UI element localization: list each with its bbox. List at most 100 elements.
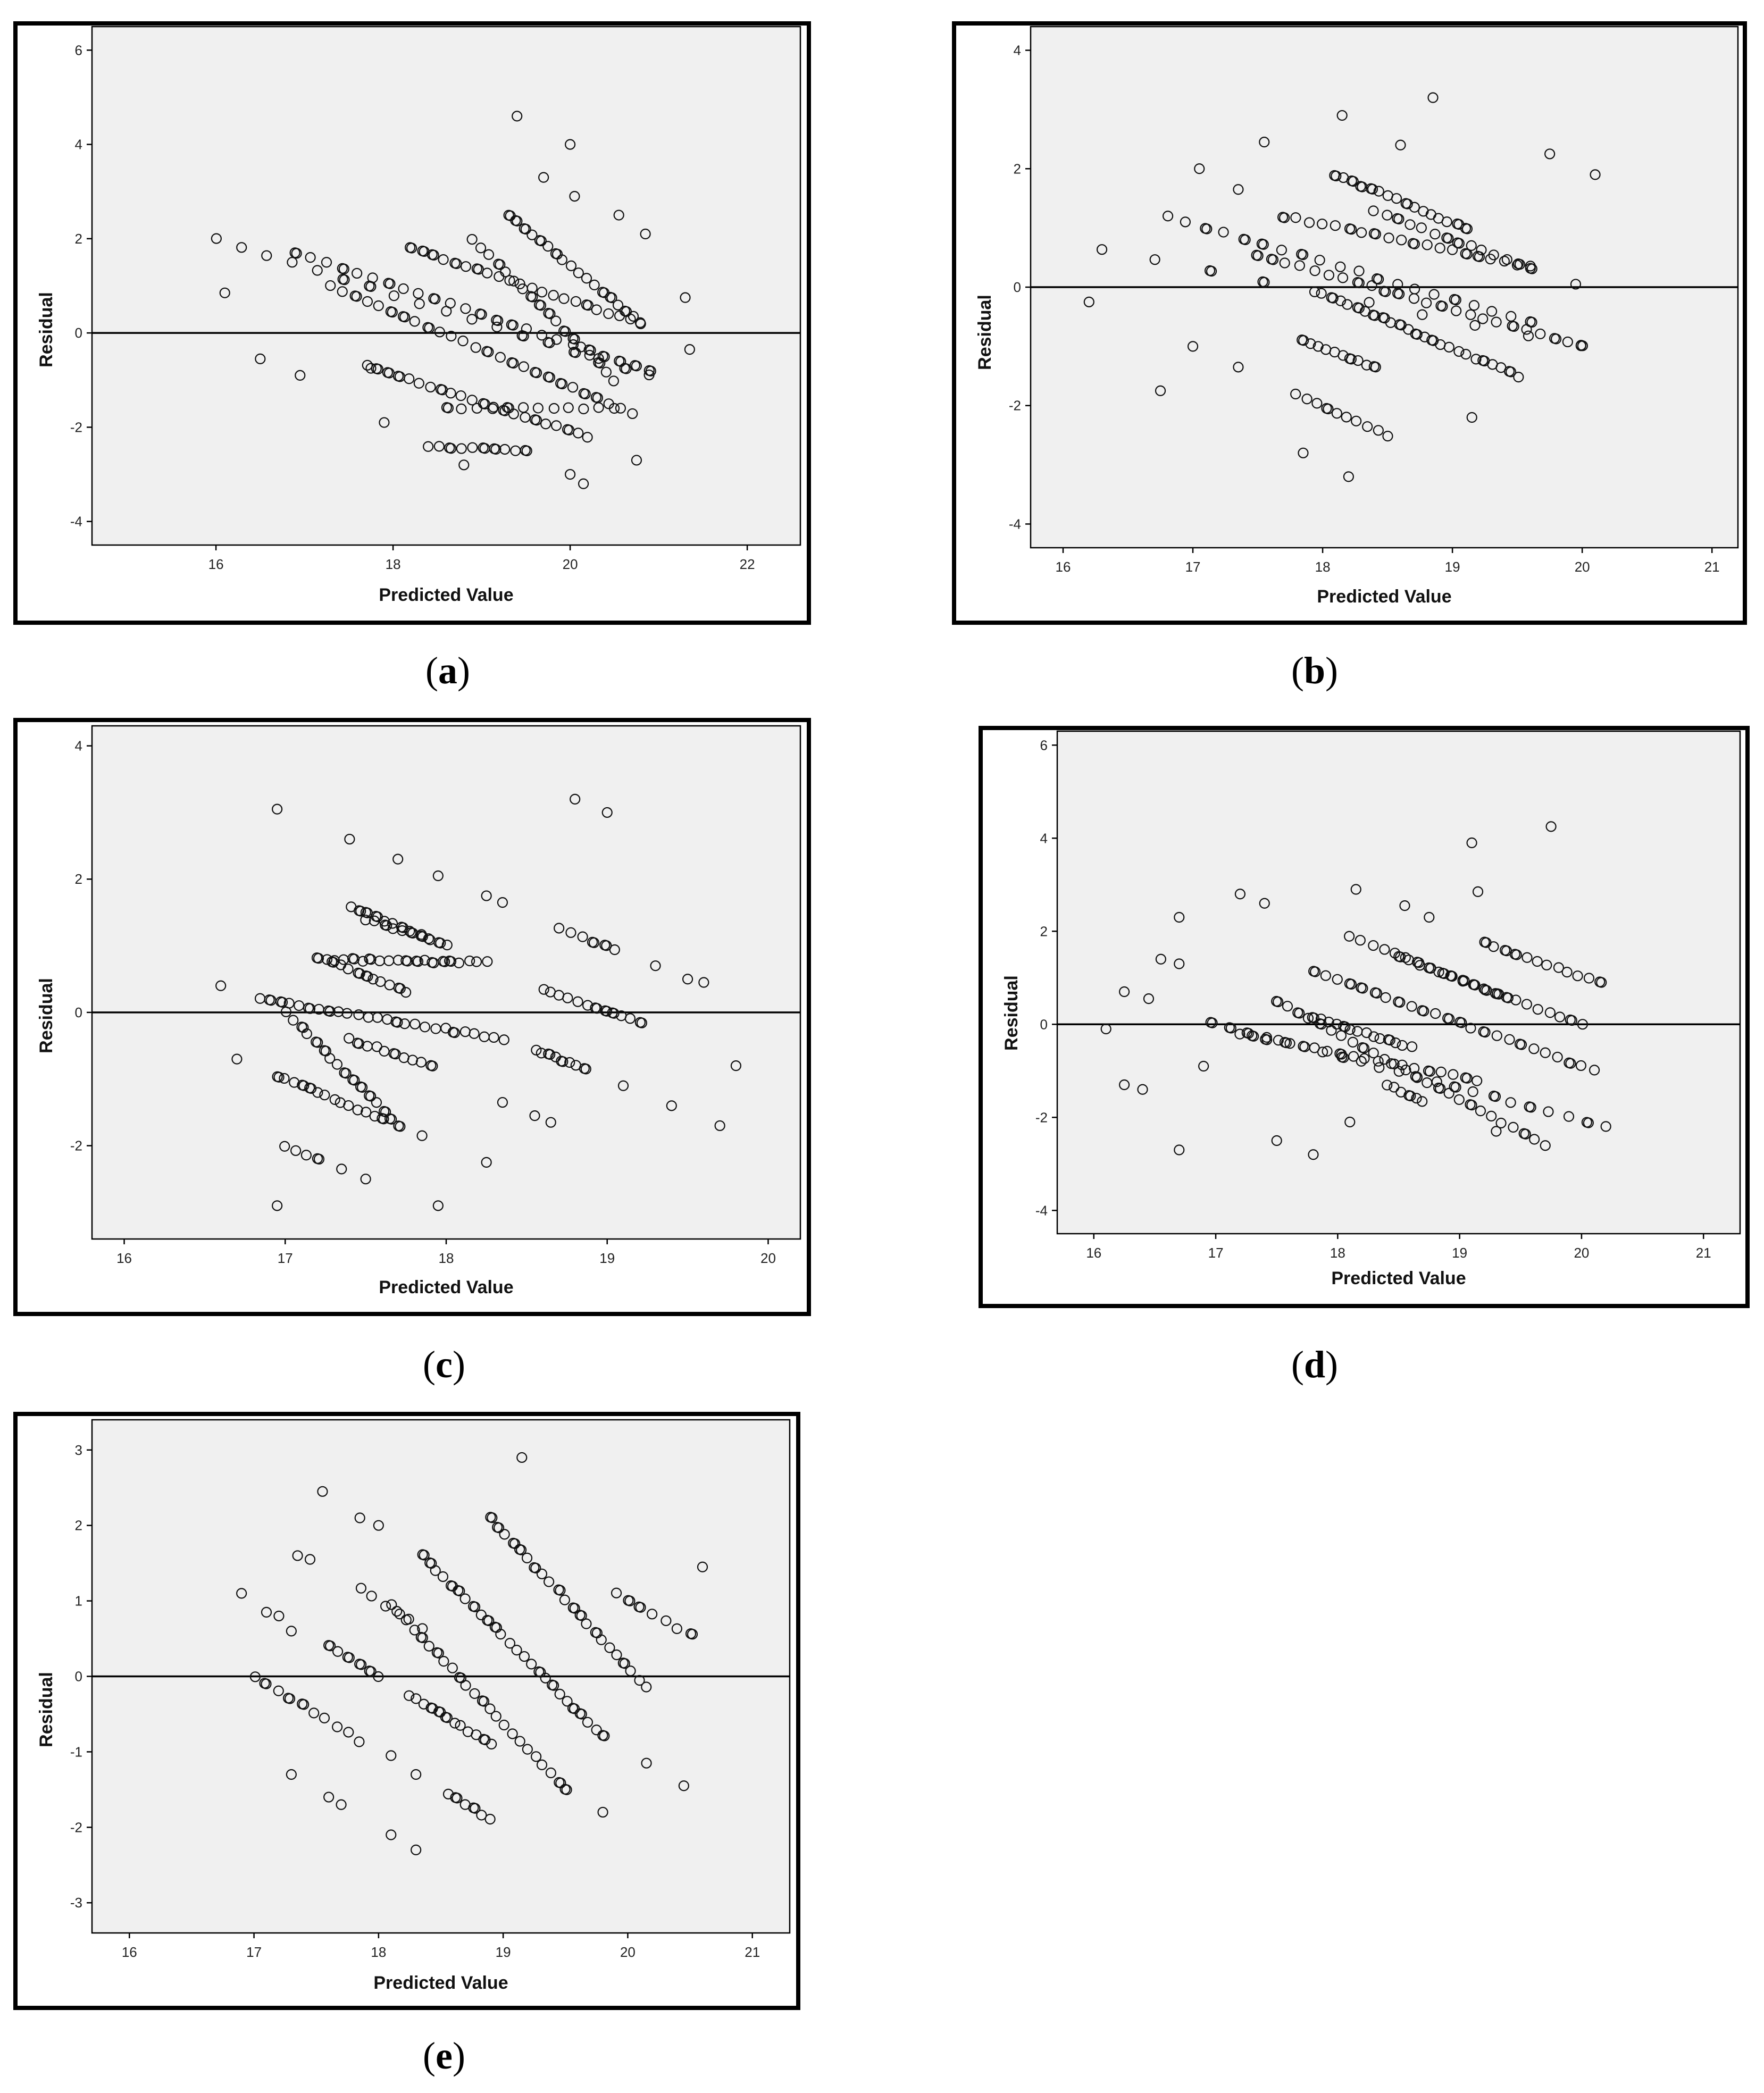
data-point (1545, 821, 1557, 832)
data-point (1400, 952, 1411, 963)
data-point (516, 1452, 528, 1463)
data-point (445, 956, 457, 967)
data-point (1529, 1134, 1540, 1145)
data-point (536, 235, 547, 247)
data-point (1174, 958, 1185, 969)
plot-area (91, 725, 801, 1240)
data-point (582, 1717, 593, 1728)
data-point (1353, 303, 1365, 314)
data-point (518, 402, 529, 413)
data-point (601, 940, 612, 951)
y-tick-label: 2 (1014, 161, 1021, 177)
y-tick-label: 1 (75, 1593, 82, 1609)
data-point (367, 974, 379, 985)
data-point (471, 403, 483, 414)
chart-frame (952, 21, 1747, 625)
data-point (342, 964, 354, 975)
data-point (1382, 1079, 1393, 1091)
chart-frame (13, 1412, 800, 2010)
data-point (324, 1053, 336, 1064)
data-point (478, 1696, 490, 1707)
data-point (1368, 940, 1379, 951)
data-point (471, 956, 482, 967)
data-point (1330, 220, 1341, 231)
data-point (1553, 962, 1565, 973)
data-point (298, 1080, 310, 1091)
y-tick-label: -2 (70, 1138, 82, 1154)
data-point (535, 300, 547, 311)
data-point (1411, 1093, 1422, 1104)
data-point (1532, 1003, 1543, 1015)
data-point (466, 233, 478, 245)
data-point (536, 287, 548, 298)
data-point (1187, 341, 1199, 352)
data-point (548, 1680, 559, 1691)
data-point (612, 299, 624, 311)
data-point (284, 1693, 296, 1704)
data-point (1470, 354, 1482, 365)
data-point (469, 1601, 481, 1612)
data-point (560, 326, 571, 337)
data-point (1309, 265, 1320, 277)
data-point (1414, 960, 1426, 971)
data-point (1445, 970, 1457, 982)
data-point (627, 408, 638, 420)
data-point (484, 1703, 496, 1714)
data-point (1562, 336, 1573, 348)
data-point (406, 242, 417, 254)
data-point (482, 267, 493, 279)
data-point (508, 275, 520, 287)
data-point (554, 923, 565, 934)
x-tick-label: 20 (1575, 559, 1590, 575)
data-point (344, 1033, 355, 1044)
y-tick-label: 0 (75, 1004, 82, 1020)
data-point (1409, 202, 1420, 213)
data-point (531, 367, 542, 379)
data-point (1406, 1001, 1417, 1012)
data-point (1273, 996, 1284, 1008)
data-point (279, 1141, 290, 1152)
data-point (1451, 305, 1462, 316)
data-point (1162, 211, 1174, 222)
data-point (545, 308, 556, 320)
data-point (580, 388, 591, 400)
y-tick-label: -4 (70, 514, 82, 530)
data-point (507, 1728, 518, 1739)
data-point (457, 336, 469, 347)
data-point (339, 274, 350, 286)
data-point (1389, 948, 1401, 959)
data-point (1386, 1058, 1397, 1069)
data-point (1543, 1106, 1554, 1117)
data-point (532, 403, 544, 414)
data-point (416, 1130, 428, 1141)
data-point (1276, 245, 1288, 256)
data-point (1298, 249, 1309, 261)
data-point (1472, 1075, 1483, 1086)
data-point (1486, 306, 1498, 317)
data-point (466, 314, 478, 325)
data-point (338, 263, 349, 274)
data-point (331, 1059, 343, 1070)
data-point (1240, 234, 1251, 245)
x-axis-title: Predicted Value (373, 1973, 508, 1993)
data-point (409, 1018, 421, 1029)
data-point (455, 1720, 466, 1731)
data-point (561, 1784, 572, 1795)
data-point (1523, 330, 1534, 341)
data-point (352, 1104, 363, 1116)
x-tick-label: 18 (1315, 559, 1331, 575)
data-point (391, 1605, 403, 1617)
data-point (526, 229, 538, 240)
y-tick-label: -2 (1035, 1109, 1048, 1125)
data-point (399, 1018, 411, 1029)
y-tick-label: 2 (1040, 923, 1048, 939)
data-point (631, 455, 642, 466)
data-point (1391, 193, 1402, 204)
data-point (611, 1649, 622, 1661)
data-point (1380, 992, 1391, 1003)
data-point (526, 1659, 537, 1670)
data-point (536, 1568, 548, 1579)
data-point (1252, 250, 1264, 261)
panel-c: 16 17 18 19 20 -2 0 2 4 Predicted Value Residual (13, 718, 811, 1316)
caption-a: (a) (425, 649, 470, 692)
